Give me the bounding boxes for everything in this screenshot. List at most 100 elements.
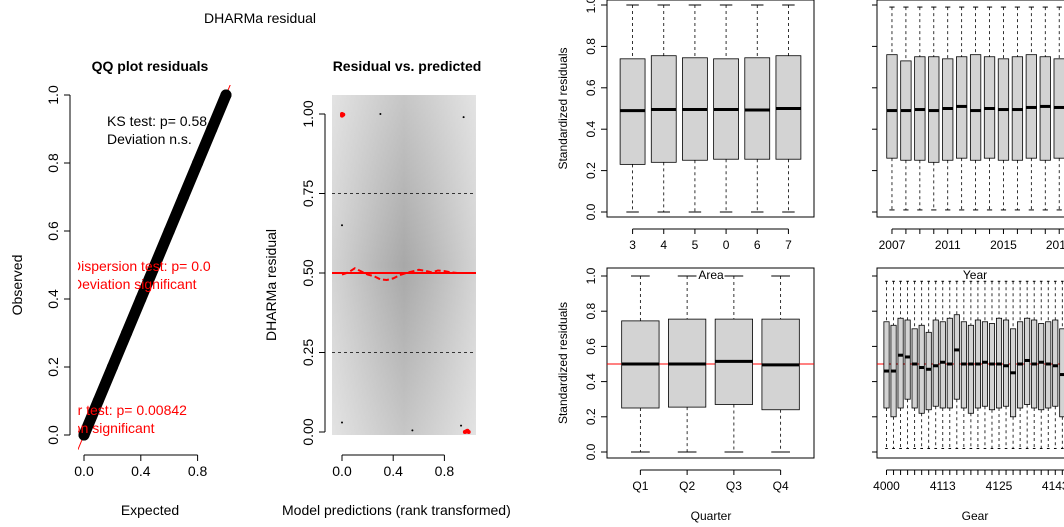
qq-x-tick-label: 0.4 xyxy=(131,463,151,479)
qq-point xyxy=(135,293,147,305)
boxplot-box xyxy=(883,321,890,409)
boxplot-y-axis-label: Standardized residuals xyxy=(556,302,570,424)
boxplot-x-tick-label: 3 xyxy=(629,238,636,252)
qq-point xyxy=(163,225,175,237)
qq-y-tick-label: 0.8 xyxy=(45,153,61,173)
boxplot-y-tick-label: 0.0 xyxy=(854,443,868,460)
outlier-annotation-line1: Outlier test: p= 0.00842 xyxy=(41,402,187,418)
rp-density-overlay xyxy=(332,95,476,435)
boxplot-y-tick-label: 0.4 xyxy=(854,373,868,390)
qq-plot-area xyxy=(78,85,232,450)
boxplot-y-tick-label: 0.6 xyxy=(854,338,868,355)
qq-panel: QQ plot residuals 0.0 0.2 0.4 0.6 0.8 1.0 0.0… xyxy=(9,58,232,518)
qq-x-axis: 0.0 0.4 0.8 xyxy=(74,454,208,479)
boxplot-y-tick-label: 0.2 xyxy=(854,162,868,179)
rp-y-tick-label: 0.50 xyxy=(300,259,316,286)
boxplot-x-axis-label: Gear xyxy=(962,509,989,523)
boxplot-y-tick-label: 0.4 xyxy=(854,121,868,138)
dispersion-annotation-line2: Deviation significant xyxy=(72,276,197,292)
rp-residual-point xyxy=(341,224,343,227)
ks-annotation-line1: KS test: p= 0.58 xyxy=(107,113,207,129)
rp-y-axis: 0.00 0.25 0.50 0.75 1.00 xyxy=(300,100,326,446)
qq-point xyxy=(149,259,161,271)
figure-title: DHARMa residual xyxy=(204,10,316,26)
boxplot-frame xyxy=(876,0,1064,218)
quarter-boxplot-panel: 0.0 0.2 0.4 0.6 0.8 1.0 Standardized residuals… xyxy=(556,267,815,523)
rp-plot-area xyxy=(332,112,476,434)
boxplot-x-axis-label: Year xyxy=(963,268,987,282)
gear-boxplot-panel: 0.0 0.2 0.4 0.6 0.8 1.0 Standardized residuals… xyxy=(824,267,1064,523)
boxplot-x-tick-label: 2011 xyxy=(935,238,961,252)
qq-title: QQ plot residuals xyxy=(92,58,209,74)
rp-outlier-point xyxy=(464,429,469,434)
rp-title: Residual vs. predicted xyxy=(333,58,482,74)
boxplot-x-tick-label: Q2 xyxy=(679,479,695,493)
boxplot-box xyxy=(932,319,939,407)
boxplot-y-tick-label: 0.0 xyxy=(584,203,598,220)
qq-point xyxy=(106,361,118,373)
rp-outlier-point xyxy=(341,112,346,117)
boxplot-frame xyxy=(876,267,1064,459)
boxplot-box xyxy=(1039,56,1051,161)
rp-residual-point xyxy=(411,429,414,432)
boxplot-y-tick-label: 0.2 xyxy=(854,408,868,425)
boxplot-y-tick-label: 0.6 xyxy=(854,79,868,96)
outlier-annotation-line2: Deviation significant xyxy=(30,420,155,436)
boxplot-y-tick-label: 1.0 xyxy=(584,267,598,284)
boxplot-x-tick-label: 5 xyxy=(692,238,699,252)
boxplot-frame xyxy=(606,267,815,459)
boxplot-box xyxy=(988,323,996,411)
boxplot-x-tick-label: 2015 xyxy=(990,238,1017,252)
boxplot-x-tick-label: 4143 xyxy=(1042,479,1064,493)
boxplot-y-tick-label: 0.4 xyxy=(584,121,598,138)
boxplot-box xyxy=(925,331,932,411)
boxplot-x-tick-label: 7 xyxy=(785,238,792,252)
qq-ylabel: Observed xyxy=(9,255,25,316)
rp-x-axis: 0.0 0.4 0.8 xyxy=(332,454,454,479)
qq-y-axis: 0.0 0.2 0.4 0.6 0.8 1.0 xyxy=(45,85,71,445)
boxplot-y-tick-label: 0.6 xyxy=(584,338,598,355)
boxplot-box xyxy=(981,321,988,407)
boxplot-box xyxy=(1059,328,1064,418)
qq-point xyxy=(177,191,189,203)
rp-residual-point xyxy=(341,421,343,424)
boxplot-box xyxy=(953,314,960,400)
rp-y-tick-label: 1.00 xyxy=(300,100,316,127)
qq-y-tick-label: 0.2 xyxy=(45,357,61,377)
rp-residual-point xyxy=(460,424,463,427)
boxplot-frame xyxy=(606,0,815,218)
qq-y-tick-label: 0.0 xyxy=(45,425,61,445)
boxplot-x-tick-label: 0 xyxy=(723,238,730,252)
boxplot-box xyxy=(918,324,925,414)
rp-quantile-spline xyxy=(341,267,470,282)
boxplot-box xyxy=(967,324,974,414)
boxplot-box xyxy=(1038,323,1045,411)
boxplot-y-tick-label: 0.6 xyxy=(584,79,598,96)
boxplot-box xyxy=(939,321,946,409)
qq-point xyxy=(220,89,232,101)
boxplot-y-tick-label: 0.0 xyxy=(584,443,598,460)
qq-point xyxy=(121,327,133,339)
year-boxplot-panel: 0.0 0.2 0.4 0.6 0.8 1.0 Standardized residuals… xyxy=(824,0,1064,282)
boxplot-x-tick-label: Q4 xyxy=(773,479,789,493)
rp-xlabel: Model predictions (rank transformed) xyxy=(282,502,511,518)
qq-point xyxy=(192,157,204,169)
rp-x-tick-label: 0.0 xyxy=(332,463,352,479)
rp-y-tick-label: 0.75 xyxy=(300,180,316,207)
boxplot-x-tick-label: 6 xyxy=(754,238,761,252)
rp-y-tick-label: 0.00 xyxy=(300,418,316,445)
qq-xlabel: Expected xyxy=(121,502,179,518)
boxplot-y-axis-label: Standardized residuals xyxy=(824,47,838,169)
boxplot-box xyxy=(1003,319,1010,407)
boxplot-x-tick-label: 4113 xyxy=(930,479,956,493)
boxplot-box xyxy=(886,54,898,159)
rp-y-tick-label: 0.25 xyxy=(300,339,316,366)
boxplot-y-tick-label: 1.0 xyxy=(854,267,868,284)
boxplot-box xyxy=(969,54,982,161)
dispersion-annotation-line1: Dispersion test: p= 0.0 xyxy=(71,258,211,274)
boxplot-y-axis-label: Standardized residuals xyxy=(824,302,838,424)
qq-y-tick-label: 0.4 xyxy=(45,289,61,309)
boxplot-x-tick-label: Q3 xyxy=(726,479,742,493)
rp-ylabel: DHARMa residual xyxy=(263,229,279,341)
qq-point xyxy=(78,429,90,441)
